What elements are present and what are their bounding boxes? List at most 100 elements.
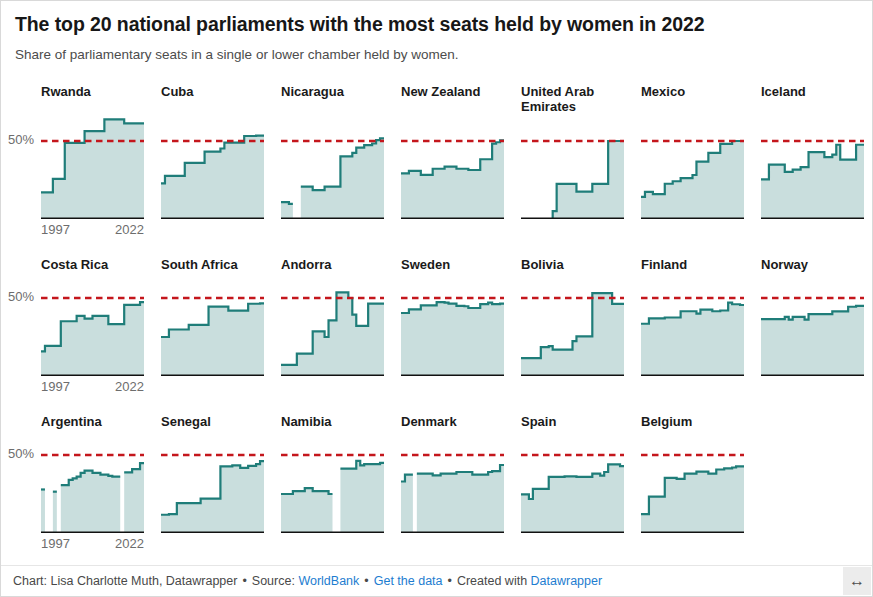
area-fill — [521, 293, 624, 376]
mini-chart-bolivia[interactable] — [521, 275, 624, 376]
mini-chart-costa-rica[interactable] — [41, 275, 144, 376]
footer-separator: • — [448, 574, 452, 588]
mini-chart-argentina[interactable] — [41, 432, 144, 533]
chart-title: Nicaragua — [281, 84, 384, 99]
mini-chart-denmark[interactable] — [401, 432, 504, 533]
mini-chart-spain[interactable] — [521, 432, 624, 533]
chart-cell-cuba: Cuba — [161, 84, 264, 238]
chart-cell-finland: Finland — [641, 257, 744, 395]
chart-title: Argentina — [41, 414, 144, 429]
area-fill — [641, 141, 744, 219]
chart-cell-andorra: Andorra — [281, 257, 384, 395]
chart-cell-south-africa: South Africa — [161, 257, 264, 395]
footer-created-label: Created with — [457, 574, 527, 588]
chart-cell-new-zealand: New Zealand — [401, 84, 504, 238]
chart-title: Namibia — [281, 414, 384, 429]
y-axis-50-label: 50% — [1, 446, 34, 462]
x-axis-labels: 19972022 — [41, 379, 144, 395]
area-fill — [417, 465, 504, 533]
area-fill — [41, 302, 144, 376]
chart-title: South Africa — [161, 257, 264, 272]
chart-title: Andorra — [281, 257, 384, 272]
chart-cell-argentina: Argentina 1997 2022 — [41, 414, 144, 552]
mini-chart-rwanda[interactable] — [41, 102, 144, 219]
chart-title: United Arab Emirates — [521, 84, 624, 99]
mini-chart-andorra[interactable] — [281, 275, 384, 376]
chart-cell-united-arab-emirates: United Arab Emirates — [521, 84, 624, 238]
mini-chart-south-africa[interactable] — [161, 275, 264, 376]
x-axis-last-year: 2022 — [115, 222, 144, 238]
mini-chart-iceland[interactable] — [761, 102, 864, 219]
chart-title: Finland — [641, 257, 744, 272]
chart-row-1: 50%Rwanda19972022CubaNicaraguaNew Zealan… — [1, 84, 872, 238]
x-axis-first-year: 1997 — [41, 222, 70, 238]
get-data-link[interactable]: Get the data — [374, 574, 443, 588]
footer-credit: Chart: Lisa Charlotte Muth, Datawrapper — [13, 574, 237, 588]
mini-chart-belgium[interactable] — [641, 432, 744, 533]
x-axis-first-year: 1997 — [41, 536, 70, 552]
mini-chart-sweden[interactable] — [401, 275, 504, 376]
chart-cell-namibia: Namibia — [281, 414, 384, 552]
datawrapper-link[interactable]: Datawrapper — [531, 574, 603, 588]
y-axis-50-label: 50% — [1, 132, 34, 148]
area-fill — [761, 306, 864, 376]
chart-cell-sweden: Sweden — [401, 257, 504, 395]
chart-title: Sweden — [401, 257, 504, 272]
chart-cell-norway: Norway — [761, 257, 864, 395]
chart-title: Senegal — [161, 414, 264, 429]
chart-row-3: 50% Argentina 1997 2022 Senegal Namibia Denmar… — [1, 414, 872, 552]
footer: Chart: Lisa Charlotte Muth, Datawrapper … — [1, 565, 872, 596]
chart-card: The top 20 national parliaments with the… — [0, 0, 873, 597]
chart-cell-iceland: Iceland — [761, 84, 864, 238]
mini-chart-new-zealand[interactable] — [401, 102, 504, 219]
resize-handle[interactable]: ↔ — [843, 567, 871, 595]
mini-chart-nicaragua[interactable] — [281, 102, 384, 219]
area-fill — [301, 138, 384, 219]
y-axis-50-label: 50% — [1, 289, 34, 305]
chart-title: Mexico — [641, 84, 744, 99]
area-fill — [41, 489, 45, 533]
mini-chart-namibia[interactable] — [281, 432, 384, 533]
chart-title: Bolivia — [521, 257, 624, 272]
chart-title: Spain — [521, 414, 624, 429]
x-axis-labels: 1997 2022 — [41, 222, 144, 238]
chart-title: Iceland — [761, 84, 864, 99]
area-fill — [521, 464, 624, 533]
area-fill — [53, 492, 57, 533]
area-fill — [641, 466, 744, 533]
mini-chart-cuba[interactable] — [161, 102, 264, 219]
x-axis-first-year: 1997 — [41, 379, 70, 395]
area-fill — [41, 119, 144, 219]
mini-chart-senegal[interactable] — [161, 432, 264, 533]
area-fill — [401, 475, 413, 533]
area-fill — [340, 461, 384, 533]
footer-separator: • — [242, 574, 246, 588]
chart-title: Costa Rica — [41, 257, 144, 272]
mini-chart-finland[interactable] — [641, 275, 744, 376]
x-axis-last-year: 2022 — [115, 536, 144, 552]
area-fill — [401, 140, 504, 219]
x-axis-labels: 1997 2022 — [41, 536, 144, 552]
area-fill — [761, 145, 864, 219]
chart-cell-costa-rica: Costa Rica 19972022 — [41, 257, 144, 395]
chart-cell-denmark: Denmark — [401, 414, 504, 552]
chart-title: Cuba — [161, 84, 264, 99]
chart-title: Belgium — [641, 414, 744, 429]
area-fill — [124, 463, 144, 533]
chart-cell-nicaragua: Nicaragua — [281, 84, 384, 238]
footer-separator: • — [364, 574, 368, 588]
page-title: The top 20 national parliaments with the… — [15, 13, 858, 36]
chart-title: Denmark — [401, 414, 504, 429]
chart-row-2: 50% Costa Rica 19972022 South Africa Andorra… — [1, 257, 872, 395]
source-link[interactable]: WorldBank — [298, 574, 359, 588]
area-fill — [161, 136, 264, 219]
mini-chart-mexico[interactable] — [641, 102, 744, 219]
chart-title: Norway — [761, 257, 864, 272]
chart-cell-senegal: Senegal — [161, 414, 264, 552]
page-subtitle: Share of parliamentary seats in a single… — [15, 47, 858, 63]
chart-cell-belgium: Belgium — [641, 414, 744, 552]
mini-chart-norway[interactable] — [761, 275, 864, 376]
mini-chart-united-arab-emirates[interactable] — [521, 102, 624, 219]
area-fill — [161, 303, 264, 376]
chart-cell-bolivia: Bolivia — [521, 257, 624, 395]
